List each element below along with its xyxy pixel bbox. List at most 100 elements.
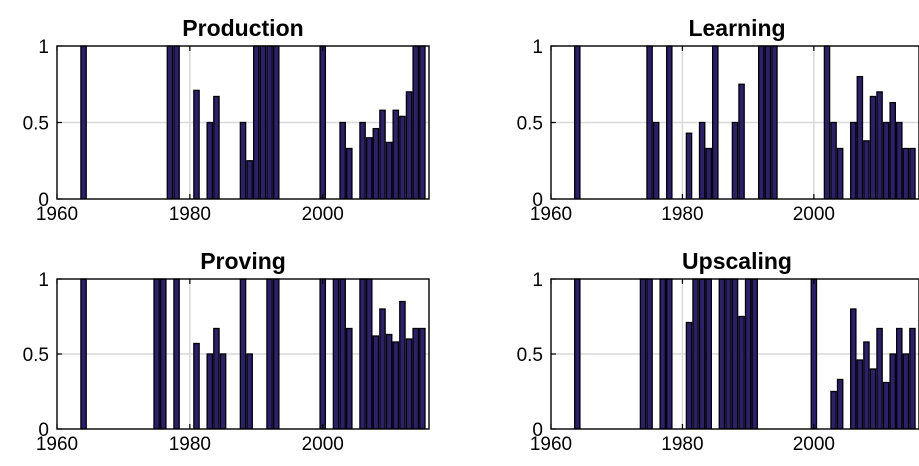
- panel-proving: 1960 1980 2000 0 0.5 1 Proving: [23, 248, 430, 455]
- bar: [889, 101, 897, 199]
- y-tick-label: 1: [532, 37, 543, 58]
- bar: [419, 327, 426, 429]
- bar: [666, 45, 673, 199]
- x-tick-label: 1980: [661, 204, 703, 225]
- bar: [876, 327, 883, 429]
- bar: [272, 45, 280, 199]
- bar: [869, 368, 877, 429]
- bar: [902, 353, 910, 429]
- bar: [896, 121, 903, 199]
- bar: [365, 278, 373, 429]
- bar: [359, 121, 366, 199]
- bar: [206, 353, 214, 429]
- bar: [751, 278, 759, 429]
- bar: [206, 121, 214, 199]
- bar: [193, 89, 200, 199]
- panel-upscaling: 1960 1980 2000 0 0.5 1 Upscaling: [517, 248, 919, 455]
- bar: [646, 45, 653, 199]
- y-tick-label: 0.5: [517, 345, 543, 366]
- bar: [419, 45, 426, 199]
- bar: [836, 378, 844, 429]
- bar: [909, 147, 916, 199]
- bar: [246, 160, 253, 199]
- bar: [856, 75, 864, 199]
- bar: [246, 353, 253, 429]
- bar: [731, 278, 739, 429]
- bar: [902, 147, 910, 199]
- y-tick-label: 0: [532, 190, 543, 211]
- bar: [319, 278, 327, 429]
- bar: [863, 341, 870, 429]
- bars: [80, 45, 426, 199]
- bar: [889, 353, 897, 429]
- y-tick-label: 0.5: [23, 345, 49, 366]
- y-tick-label: 0: [38, 190, 49, 211]
- bar: [365, 137, 373, 199]
- bar: [639, 278, 647, 429]
- chart-title: Production: [182, 15, 303, 41]
- bar: [876, 91, 883, 199]
- bar: [392, 341, 400, 429]
- bar: [646, 278, 653, 429]
- bar: [372, 127, 380, 199]
- chart-title: Proving: [200, 248, 286, 274]
- bar: [705, 147, 713, 199]
- bar: [405, 91, 413, 199]
- bar: [159, 278, 167, 429]
- x-tick-label: 1980: [661, 434, 703, 455]
- bar: [666, 278, 673, 429]
- bar: [153, 278, 160, 429]
- x-tick-label: 2000: [793, 434, 835, 455]
- x-tick-label: 1960: [530, 204, 572, 225]
- bar: [339, 278, 346, 429]
- bar: [764, 45, 772, 199]
- bar: [272, 278, 280, 429]
- bar: [379, 308, 386, 429]
- y-tick-label: 0.5: [517, 114, 543, 135]
- x-tick-label: 1960: [36, 204, 78, 225]
- bar: [850, 121, 857, 199]
- bar: [882, 381, 890, 429]
- bar: [405, 338, 413, 429]
- bar: [830, 121, 837, 199]
- bar: [909, 327, 916, 429]
- chart-title: Upscaling: [682, 248, 792, 274]
- bar: [850, 308, 857, 429]
- x-tick-label: 2000: [302, 434, 344, 455]
- y-tick-label: 1: [38, 270, 49, 291]
- bar: [266, 45, 273, 199]
- bar: [399, 300, 406, 429]
- bar: [731, 121, 739, 199]
- bar: [810, 278, 818, 429]
- bar: [399, 115, 406, 199]
- panel-learning: 1960 1980 2000 0 0.5 1 Learning: [517, 15, 919, 225]
- bar: [385, 141, 393, 199]
- bar: [744, 278, 752, 429]
- y-tick-label: 0: [532, 420, 543, 441]
- bar: [823, 45, 831, 199]
- bar: [725, 278, 732, 429]
- x-tick-label: 1960: [36, 434, 78, 455]
- bar: [239, 121, 247, 199]
- bar: [896, 327, 903, 429]
- bar: [698, 121, 706, 199]
- bar: [252, 45, 260, 199]
- bar: [659, 278, 667, 429]
- bar: [412, 327, 420, 429]
- bar: [718, 278, 726, 429]
- bar: [266, 278, 273, 429]
- y-tick-label: 0.5: [23, 114, 49, 135]
- y-tick-label: 0: [38, 420, 49, 441]
- bar: [80, 45, 87, 199]
- bar: [412, 45, 420, 199]
- bar: [738, 83, 745, 199]
- chart-title: Learning: [688, 15, 785, 41]
- bar: [219, 353, 227, 429]
- bar: [685, 321, 693, 429]
- bar: [830, 390, 837, 429]
- y-tick-label: 1: [532, 270, 543, 291]
- bar: [173, 278, 180, 429]
- x-tick-label: 1980: [169, 204, 211, 225]
- bar: [574, 278, 581, 429]
